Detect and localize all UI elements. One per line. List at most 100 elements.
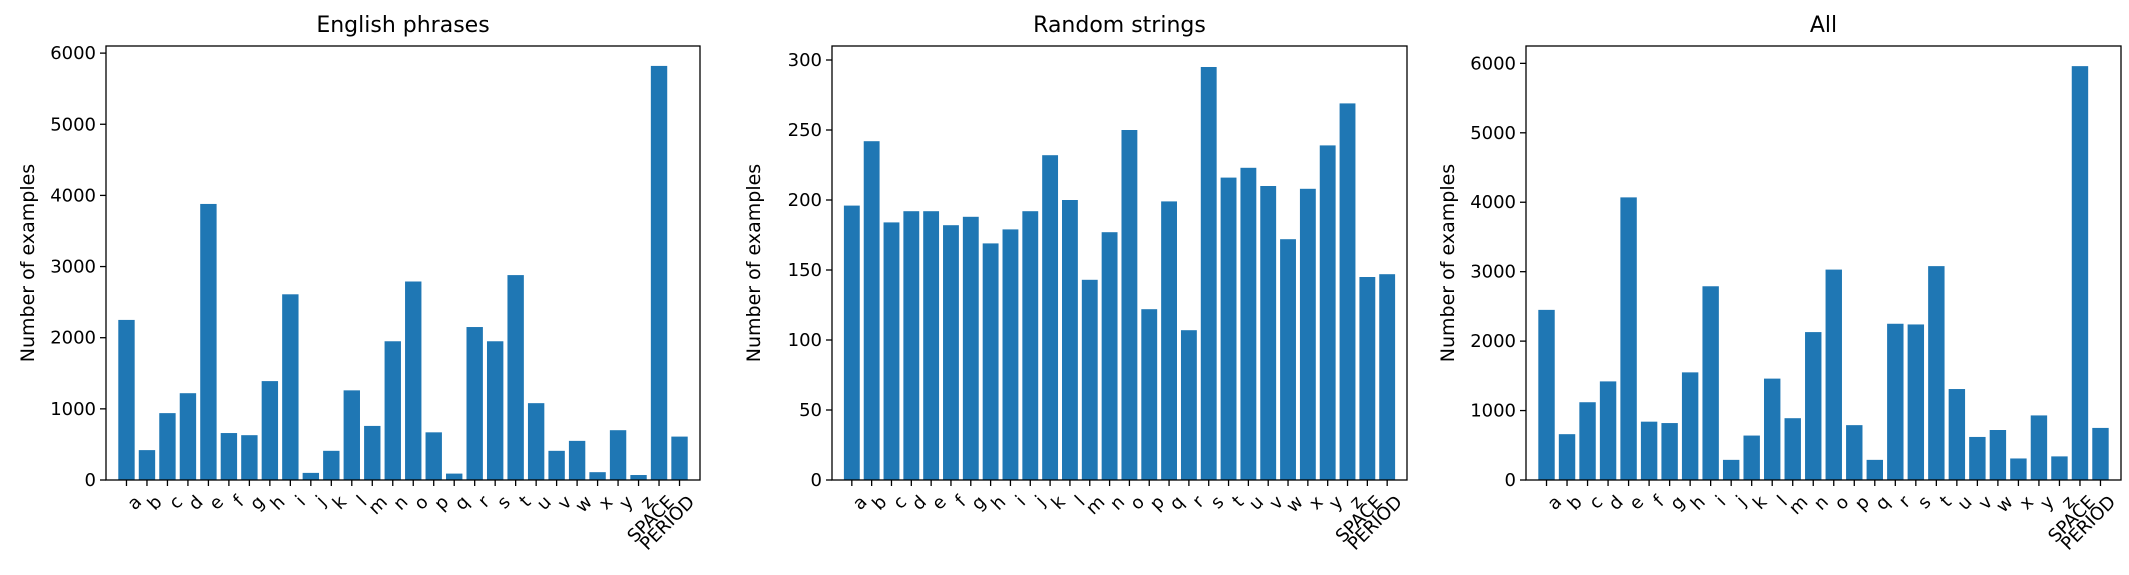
x-tick-label: j (311, 492, 330, 511)
bar-x (589, 472, 606, 480)
x-tick-label: c (165, 492, 187, 514)
x-tick-label: g (246, 492, 269, 515)
bar-d (179, 393, 197, 480)
x-tick-label: c (1585, 492, 1607, 514)
bar-f (220, 433, 238, 480)
x-tick-label: d (1605, 492, 1628, 515)
x-tick-label: b (1564, 492, 1587, 515)
bar-period (1379, 274, 1396, 480)
x-tick-label: x (2016, 491, 2039, 514)
x-tick-label: e (1625, 492, 1648, 515)
chart-panel-3: All Number of examples 0 1000 2000 3000 4000 50… (1437, 13, 2122, 555)
bar-c (159, 413, 176, 480)
bar-m (1784, 418, 1801, 480)
y-axis-label: Number of examples (1437, 164, 1459, 362)
y-tick-label: 150 (788, 260, 822, 281)
x-tick-label: h (1687, 492, 1710, 515)
bar-y (2030, 415, 2048, 480)
bar-z (1339, 103, 1356, 481)
x-tick-label: a (849, 492, 872, 515)
bar-space (650, 65, 668, 480)
bar-j (1022, 211, 1039, 480)
bar-o (1121, 130, 1138, 480)
x-tick-label: y (615, 491, 638, 514)
y-tick-label: 4000 (1470, 192, 1516, 213)
plot-frame (831, 45, 1408, 481)
x-tick-label: x (1305, 491, 1328, 514)
x-tick-label: b (144, 492, 167, 515)
bar-x (2010, 458, 2027, 480)
bar-j (1722, 459, 1740, 480)
bar-c (883, 222, 900, 480)
bar-j (302, 472, 320, 480)
plot-frame (105, 45, 701, 481)
y-tick-label: 6000 (50, 43, 96, 64)
bar-i (282, 294, 299, 480)
bar-a (1538, 309, 1555, 480)
y-tick-label: 3000 (1470, 262, 1516, 283)
bar-r (466, 327, 483, 480)
bar-u (527, 403, 545, 480)
bar-p (425, 432, 442, 480)
y-tick-label: 300 (788, 50, 822, 71)
bar-w (1280, 239, 1296, 480)
bar-e (923, 211, 940, 480)
bar-period (671, 436, 688, 480)
bar-t (507, 275, 524, 480)
bar-l (343, 390, 360, 480)
plot-frame (1525, 45, 2122, 481)
bar-space (2071, 66, 2089, 480)
x-tick-label: c (889, 492, 911, 514)
bar-k (323, 450, 340, 480)
y-tick-label: 0 (85, 470, 96, 491)
x-tick-label: t (1936, 492, 1956, 512)
bar-m (1081, 279, 1098, 480)
bar-q (446, 473, 463, 480)
x-tick-label: h (267, 492, 290, 515)
bar-b (1558, 434, 1576, 480)
x-tick-label: h (987, 492, 1010, 515)
x-tick-label: d (908, 492, 931, 515)
x-tick-label: s (1207, 492, 1228, 513)
x-tick-label: j (1031, 492, 1050, 511)
x-tick-label: p (430, 492, 453, 515)
bar-t (1928, 266, 1945, 480)
bar-z (2051, 456, 2068, 480)
x-tick-label: w (1992, 492, 2017, 517)
y-tick-label: 50 (799, 400, 822, 421)
bar-o (1825, 269, 1842, 480)
x-tick-label: y (1325, 491, 1348, 514)
x-tick-label: g (1666, 492, 1689, 515)
bar-y (609, 430, 627, 480)
x-tick-label: r (474, 491, 495, 512)
bar-d (903, 211, 920, 480)
bar-x (1299, 188, 1316, 481)
chart-title: Random strings (1033, 13, 1206, 38)
x-tick-label: m (1082, 492, 1109, 519)
bar-r (1180, 330, 1197, 480)
x-tick-label: o (1831, 492, 1854, 515)
bar-a (843, 205, 860, 480)
bar-m (364, 425, 381, 480)
y-tick-label: 4000 (50, 185, 96, 206)
x-tick-label: e (928, 492, 951, 515)
bar-t (1220, 177, 1237, 480)
bar-r (1887, 323, 1904, 480)
chart-title: All (1810, 13, 1837, 38)
bar-b (138, 450, 156, 480)
x-tick-label: i (1012, 492, 1030, 510)
y-tick-label: 1000 (1470, 401, 1516, 422)
y-tick-label: 2000 (50, 328, 96, 349)
x-tick-label: a (1543, 492, 1566, 515)
bar-i (1702, 286, 1719, 480)
bar-q (1866, 459, 1883, 480)
x-tick-label: q (451, 492, 474, 515)
x-tick-label: n (1106, 492, 1129, 515)
x-tick-label: i (1712, 492, 1730, 510)
bar-f (1640, 421, 1658, 480)
bar-u (1948, 389, 1966, 480)
bar-e (1620, 197, 1637, 480)
bar-n (1805, 332, 1822, 480)
bar-y (1319, 145, 1336, 480)
x-tick-label: k (1749, 491, 1772, 514)
